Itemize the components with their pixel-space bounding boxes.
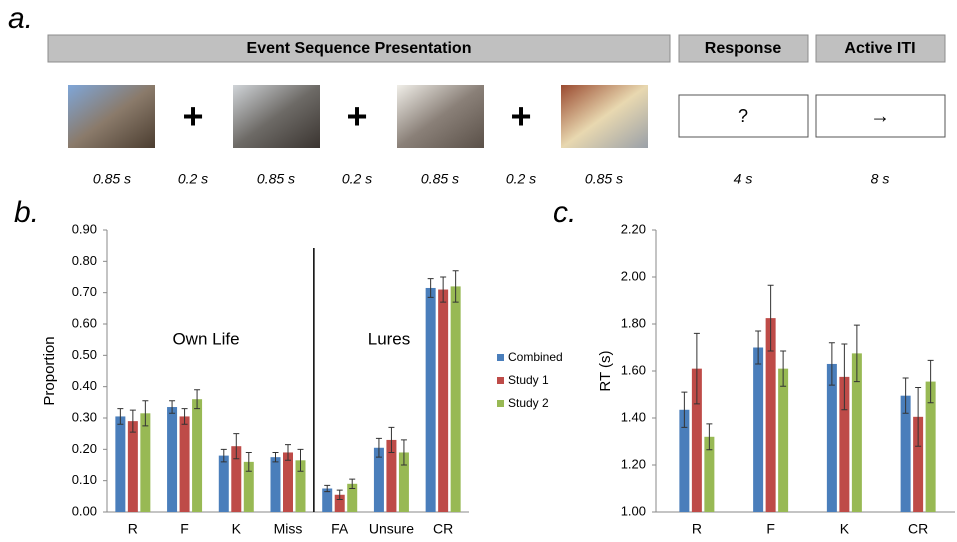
bar bbox=[271, 457, 281, 512]
y-axis-label: RT (s) bbox=[597, 350, 614, 391]
x-tick-label: K bbox=[232, 521, 242, 537]
duration: 0.85 s bbox=[421, 171, 459, 187]
y-tick-label: 0.80 bbox=[72, 253, 97, 268]
duration: 0.85 s bbox=[93, 171, 131, 187]
y-tick-label: 0.50 bbox=[72, 347, 97, 362]
y-tick-label: 1.20 bbox=[621, 456, 646, 471]
y-tick-label: 2.20 bbox=[621, 221, 646, 236]
legend-label: Study 2 bbox=[508, 396, 549, 410]
bar bbox=[778, 369, 788, 512]
y-tick-label: 1.60 bbox=[621, 362, 646, 377]
bar bbox=[438, 290, 448, 512]
x-tick-label: F bbox=[766, 521, 775, 537]
y-tick-label: 0.60 bbox=[72, 315, 97, 330]
duration: 0.2 s bbox=[178, 171, 208, 187]
bar bbox=[192, 399, 202, 512]
y-tick-label: 0.40 bbox=[72, 378, 97, 393]
bar bbox=[753, 348, 763, 513]
bar bbox=[219, 456, 229, 512]
annotation: Lures bbox=[368, 329, 411, 348]
duration: 8 s bbox=[871, 171, 890, 187]
bar bbox=[128, 421, 138, 512]
iti-symbol: → bbox=[870, 105, 890, 127]
duration: 0.85 s bbox=[585, 171, 623, 187]
video-frame bbox=[397, 85, 484, 148]
duration: 0.2 s bbox=[342, 171, 372, 187]
y-axis-label: Proportion bbox=[41, 336, 58, 405]
x-tick-label: Unsure bbox=[369, 521, 414, 537]
y-tick-label: 1.40 bbox=[621, 409, 646, 424]
x-tick-label: FA bbox=[331, 521, 349, 537]
header-text: Active ITI bbox=[844, 40, 915, 57]
duration: 0.85 s bbox=[257, 171, 295, 187]
video-frame bbox=[68, 85, 155, 148]
video-frame bbox=[561, 85, 648, 148]
annotation: Own Life bbox=[172, 329, 239, 348]
y-tick-label: 2.00 bbox=[621, 268, 646, 283]
bar bbox=[283, 452, 293, 512]
panel-label: c. bbox=[553, 196, 576, 229]
duration: 4 s bbox=[734, 171, 753, 187]
legend-label: Combined bbox=[508, 350, 563, 364]
x-tick-label: R bbox=[692, 521, 702, 537]
y-tick-label: 1.80 bbox=[621, 315, 646, 330]
figure: a. Event Sequence Presentation Response … bbox=[0, 0, 957, 537]
y-tick-label: 0.90 bbox=[72, 221, 97, 236]
bar bbox=[140, 413, 150, 512]
x-tick-label: R bbox=[128, 521, 138, 537]
y-tick-label: 0.20 bbox=[72, 441, 97, 456]
panel-label: b. bbox=[14, 196, 39, 229]
y-tick-label: 0.30 bbox=[72, 409, 97, 424]
x-tick-label: CR bbox=[433, 521, 453, 537]
y-tick-label: 0.00 bbox=[72, 503, 97, 518]
x-tick-label: CR bbox=[908, 521, 928, 537]
x-tick-label: Miss bbox=[274, 521, 303, 537]
bar bbox=[827, 364, 837, 512]
x-tick-label: K bbox=[840, 521, 850, 537]
response-symbol: ? bbox=[738, 106, 748, 126]
header-text: Response bbox=[705, 40, 782, 57]
fixation-cross: + bbox=[346, 96, 367, 137]
bar bbox=[180, 416, 190, 512]
duration: 0.2 s bbox=[506, 171, 536, 187]
bar bbox=[167, 407, 177, 512]
legend-swatch bbox=[497, 377, 504, 384]
legend-label: Study 1 bbox=[508, 373, 549, 387]
bar bbox=[426, 288, 436, 512]
header-text: Event Sequence Presentation bbox=[247, 40, 472, 57]
bar bbox=[115, 416, 125, 512]
x-tick-label: F bbox=[180, 521, 189, 537]
fixation-cross: + bbox=[182, 96, 203, 137]
legend-swatch bbox=[497, 354, 504, 361]
y-tick-label: 0.70 bbox=[72, 284, 97, 299]
legend-swatch bbox=[497, 400, 504, 407]
bar bbox=[451, 286, 461, 512]
panel-label: a. bbox=[8, 2, 33, 35]
fixation-cross: + bbox=[510, 96, 531, 137]
y-tick-label: 0.10 bbox=[72, 472, 97, 487]
video-frame bbox=[233, 85, 320, 148]
y-tick-label: 1.00 bbox=[621, 503, 646, 518]
